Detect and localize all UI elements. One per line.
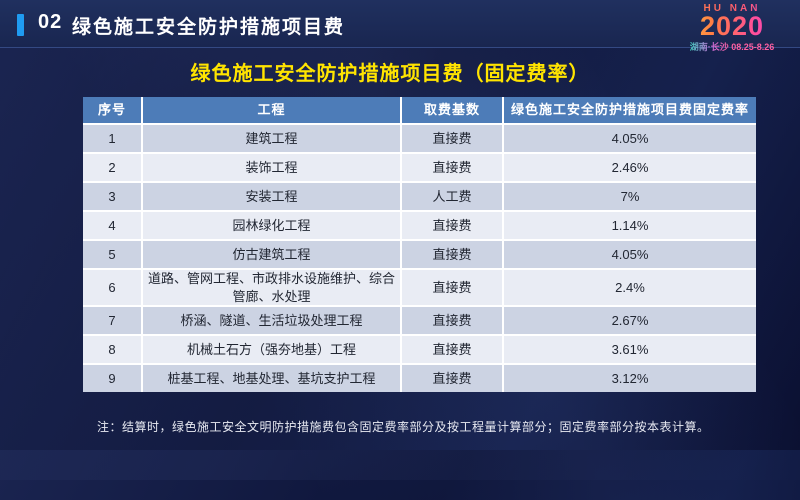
slide-title: 绿色施工安全防护措施项目费（固定费率） bbox=[190, 63, 590, 85]
section-title: 绿色施工安全防护措施项目费 bbox=[72, 17, 346, 38]
table-header-row: 序号 工程 取费基数 绿色施工安全防护措施项目费固定费率 bbox=[82, 96, 757, 125]
cell-base: 直接费 bbox=[400, 363, 504, 394]
logo-dates-text: 08.25-8.26 bbox=[731, 41, 775, 52]
cell-no: 7 bbox=[82, 305, 143, 337]
fee-rate-table: 序号 工程 取费基数 绿色施工安全防护措施项目费固定费率 1 建筑工程 直接费 … bbox=[82, 96, 757, 394]
cell-base: 直接费 bbox=[400, 334, 504, 366]
header-cell-base: 取费基数 bbox=[400, 96, 504, 125]
cell-base: 直接费 bbox=[400, 267, 504, 308]
cell-no: 1 bbox=[82, 123, 143, 154]
table-row: 5 仿古建筑工程 直接费 4.05% bbox=[82, 239, 757, 270]
top-header-band: 02 绿色施工安全防护措施项目费 bbox=[0, 0, 800, 48]
cell-rate: 1.14% bbox=[502, 210, 757, 241]
cell-base: 直接费 bbox=[400, 123, 504, 154]
cell-project: 园林绿化工程 bbox=[141, 210, 402, 241]
cell-project: 安装工程 bbox=[141, 181, 402, 212]
cell-project: 桩基工程、地基处理、基坑支护工程 bbox=[141, 363, 402, 394]
cell-no: 9 bbox=[82, 363, 143, 394]
table-row: 8 机械土石方（强夯地基）工程 直接费 3.61% bbox=[82, 334, 757, 366]
logo-region-text: HU NAN bbox=[672, 3, 792, 14]
table-row: 6 道路、管网工程、市政排水设施维护、综合管廊、水处理 直接费 2.4% bbox=[82, 267, 757, 308]
cell-project: 仿古建筑工程 bbox=[141, 239, 402, 270]
table-row: 7 桥涵、隧道、生活垃圾处理工程 直接费 2.67% bbox=[82, 305, 757, 337]
cell-base: 直接费 bbox=[400, 239, 504, 270]
header-cell-project: 工程 bbox=[141, 96, 402, 125]
table-row: 4 园林绿化工程 直接费 1.14% bbox=[82, 210, 757, 241]
cell-base: 直接费 bbox=[400, 210, 504, 241]
cell-project: 桥涵、隧道、生活垃圾处理工程 bbox=[141, 305, 402, 337]
table-row: 9 桩基工程、地基处理、基坑支护工程 直接费 3.12% bbox=[82, 363, 757, 394]
cell-no: 6 bbox=[82, 267, 143, 308]
cell-rate: 4.05% bbox=[502, 239, 757, 270]
logo-caption: 湖南·长沙 08.25-8.26 bbox=[672, 41, 792, 53]
cell-no: 8 bbox=[82, 334, 143, 366]
header-cell-no: 序号 bbox=[82, 96, 143, 125]
cell-rate: 3.12% bbox=[502, 363, 757, 394]
cell-no: 4 bbox=[82, 210, 143, 241]
cell-rate: 3.61% bbox=[502, 334, 757, 366]
header-cell-rate: 绿色施工安全防护措施项目费固定费率 bbox=[502, 96, 757, 125]
event-logo: HU NAN 2020 湖南·长沙 08.25-8.26 bbox=[672, 3, 792, 53]
cell-rate: 2.46% bbox=[502, 152, 757, 183]
cell-project: 装饰工程 bbox=[141, 152, 402, 183]
cell-project: 道路、管网工程、市政排水设施维护、综合管廊、水处理 bbox=[141, 267, 402, 308]
cell-no: 3 bbox=[82, 181, 143, 212]
cell-rate: 7% bbox=[502, 181, 757, 212]
cell-base: 直接费 bbox=[400, 152, 504, 183]
table-row: 2 装饰工程 直接费 2.46% bbox=[82, 152, 757, 183]
table-row: 1 建筑工程 直接费 4.05% bbox=[82, 123, 757, 154]
cell-no: 5 bbox=[82, 239, 143, 270]
footnote: 注：结算时，绿色施工安全文明防护措施费包含固定费率部分及按工程量计算部分；固定费… bbox=[97, 420, 710, 434]
cell-project: 建筑工程 bbox=[141, 123, 402, 154]
cell-base: 人工费 bbox=[400, 181, 504, 212]
logo-year-text: 2020 bbox=[672, 11, 792, 42]
cell-rate: 2.67% bbox=[502, 305, 757, 337]
cell-no: 2 bbox=[82, 152, 143, 183]
accent-bar bbox=[17, 14, 24, 36]
cell-rate: 4.05% bbox=[502, 123, 757, 154]
logo-location-text: 湖南·长沙 bbox=[689, 41, 729, 52]
cell-project: 机械土石方（强夯地基）工程 bbox=[141, 334, 402, 366]
cell-base: 直接费 bbox=[400, 305, 504, 337]
section-number: 02 bbox=[38, 11, 63, 33]
cell-rate: 2.4% bbox=[502, 267, 757, 308]
table-row: 3 安装工程 人工费 7% bbox=[82, 181, 757, 212]
